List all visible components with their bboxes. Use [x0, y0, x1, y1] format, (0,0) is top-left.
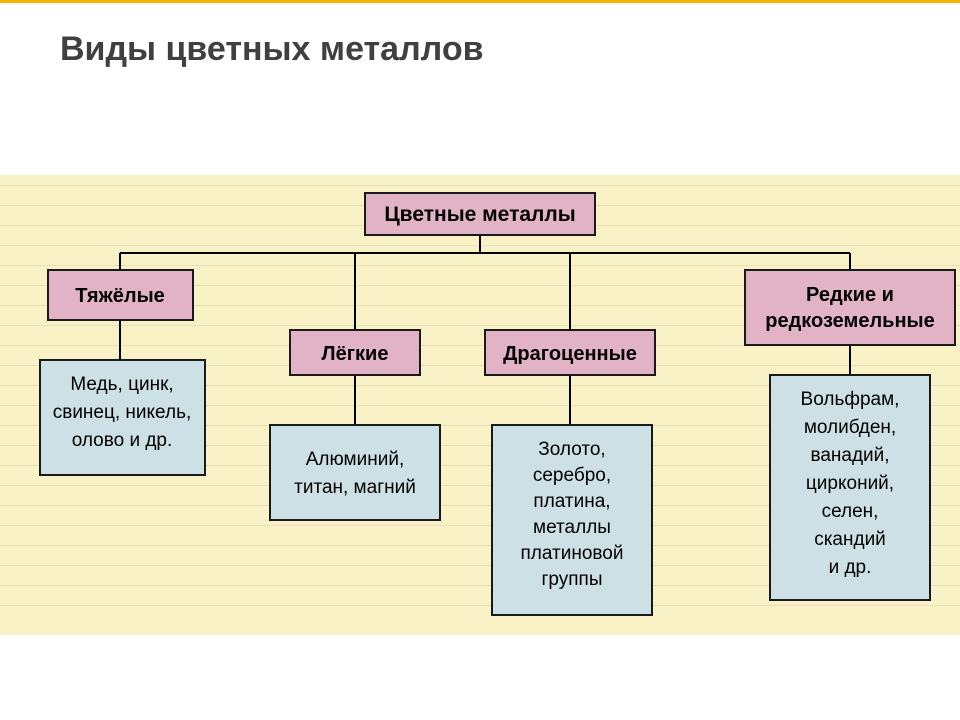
svg-text:Лёгкие: Лёгкие — [322, 343, 389, 365]
category-heavy: Тяжёлые — [48, 270, 193, 320]
svg-text:олово и др.: олово и др. — [72, 430, 173, 451]
svg-text:ванадий,: ванадий, — [810, 445, 889, 466]
svg-text:свинец, никель,: свинец, никель, — [53, 402, 192, 423]
svg-text:селен,: селен, — [822, 501, 879, 522]
category-precious: Драгоценные — [485, 330, 655, 375]
detail-heavy: Медь, цинк, свинец, никель, олово и др. — [40, 360, 205, 475]
detail-precious: Золото, серебро, платина, металлы платин… — [492, 425, 652, 615]
svg-text:группы: группы — [541, 569, 602, 590]
svg-text:молибден,: молибден, — [804, 417, 896, 438]
svg-text:и др.: и др. — [829, 557, 872, 578]
svg-text:редкоземельные: редкоземельные — [765, 310, 934, 332]
root-node: Цветные металлы — [365, 193, 595, 235]
svg-text:металлы: металлы — [533, 517, 611, 538]
hierarchy-diagram: Цветные металлы Тяжёлые Медь, цинк, свин… — [0, 175, 960, 675]
svg-text:платиновой: платиновой — [521, 543, 624, 564]
svg-text:скандий: скандий — [814, 529, 886, 550]
svg-text:Тяжёлые: Тяжёлые — [75, 285, 165, 307]
category-light: Лёгкие — [290, 330, 420, 375]
detail-light: Алюминий, титан, магний — [270, 425, 440, 520]
page-title: Виды цветных металлов — [60, 30, 484, 69]
svg-text:Цветные металлы: Цветные металлы — [384, 203, 575, 226]
svg-text:Алюминий,: Алюминий, — [306, 449, 404, 470]
svg-text:титан, магний: титан, магний — [294, 477, 416, 498]
svg-text:Золото,: Золото, — [538, 439, 605, 460]
category-rare: Редкие и редкоземельные — [745, 270, 955, 345]
svg-text:цирконий,: цирконий, — [806, 473, 894, 494]
svg-text:Вольфрам,: Вольфрам, — [801, 389, 900, 410]
detail-rare: Вольфрам, молибден, ванадий, цирконий, с… — [770, 375, 930, 600]
svg-text:платина,: платина, — [533, 491, 610, 512]
svg-text:Редкие и: Редкие и — [806, 284, 894, 306]
svg-text:Драгоценные: Драгоценные — [503, 343, 637, 365]
svg-text:серебро,: серебро, — [533, 465, 611, 486]
svg-text:Медь, цинк,: Медь, цинк, — [70, 374, 173, 395]
